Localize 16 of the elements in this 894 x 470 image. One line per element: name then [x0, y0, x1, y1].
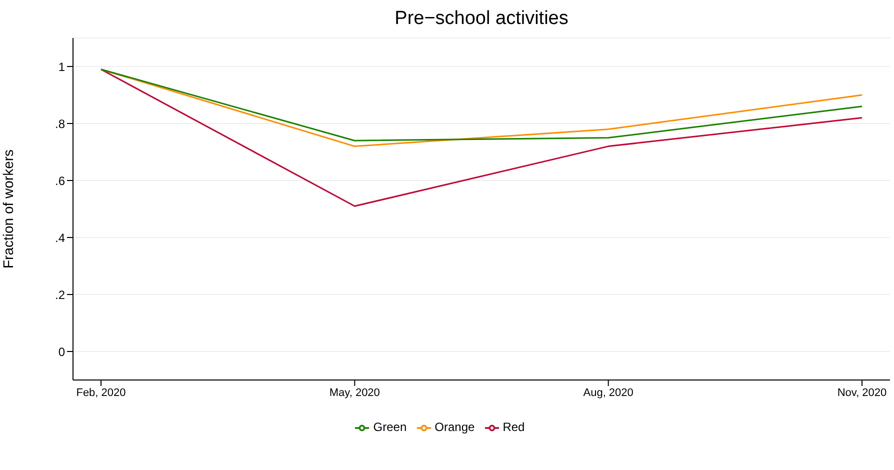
x-tick-label: Aug, 2020	[583, 386, 634, 399]
x-tick-label: Nov, 2020	[837, 386, 887, 399]
y-axis-title: Fraction of workers	[0, 149, 16, 269]
legend-label: Red	[502, 420, 525, 434]
line-series	[100, 68, 863, 207]
x-tick-label: May, 2020	[329, 386, 380, 399]
y-tick-label: .4	[54, 230, 66, 245]
y-tick-label: .6	[54, 174, 66, 188]
y-tick-label: 1	[58, 60, 66, 74]
x-tick-label: Feb, 2020	[76, 386, 126, 399]
legend-label: Orange	[434, 420, 475, 434]
y-tick-label: .8	[54, 116, 66, 131]
y-tick-label: .2	[54, 288, 66, 302]
y-tick-label: 0	[58, 344, 66, 359]
legend-label: Green	[373, 420, 407, 434]
chart-title: Pre−school activities	[394, 8, 570, 30]
